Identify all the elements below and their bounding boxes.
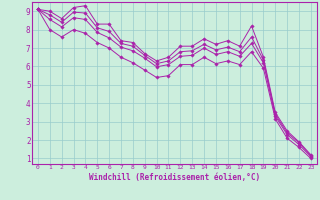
X-axis label: Windchill (Refroidissement éolien,°C): Windchill (Refroidissement éolien,°C): [89, 173, 260, 182]
